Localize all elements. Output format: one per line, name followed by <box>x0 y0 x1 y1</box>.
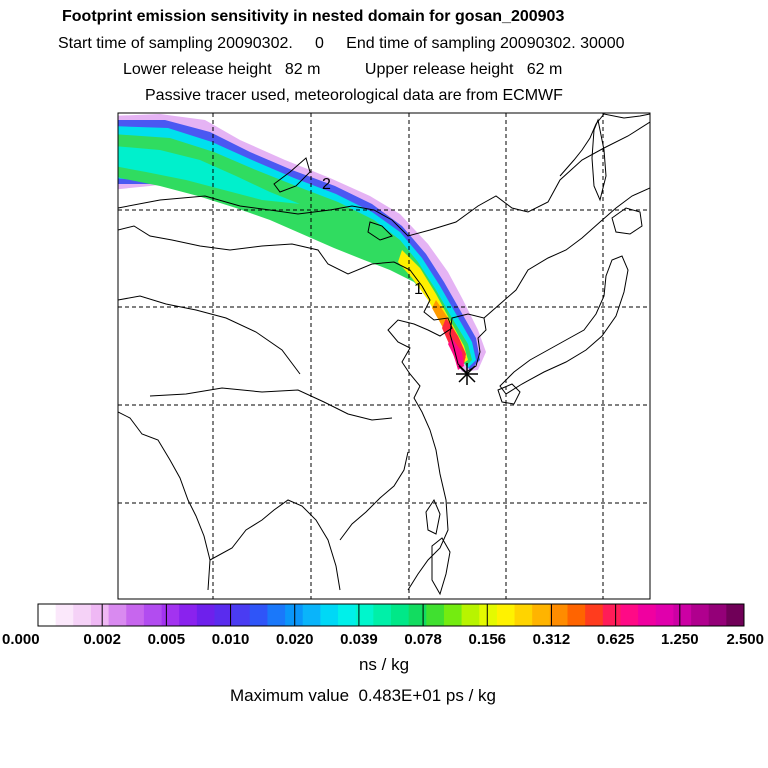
colorbar-cell <box>655 604 674 626</box>
colorbar-cell <box>179 604 198 626</box>
colorbar-tick-label: 0.000 <box>2 631 40 648</box>
colorbar-tick-label: 0.039 <box>340 631 378 648</box>
plume-cyan-core <box>118 146 300 204</box>
colorbar-unit: ns / kg <box>358 655 410 674</box>
colorbar-cell <box>285 604 304 626</box>
colorbar-cell <box>232 604 251 626</box>
colorbar-tick-label: 1.250 <box>661 631 699 648</box>
colorbar-cell <box>479 604 498 626</box>
colorbar-cell <box>55 604 74 626</box>
colorbar-cell <box>196 604 215 626</box>
coastline-okhotsk <box>559 113 650 177</box>
colorbar-cell <box>373 604 392 626</box>
coastline-philippines <box>431 537 451 596</box>
colorbar-cell <box>249 604 268 626</box>
colorbar-cell <box>461 604 480 626</box>
colorbar-tick-label: 0.156 <box>468 631 506 648</box>
colorbar-cell <box>214 604 233 626</box>
colorbar-cell <box>126 604 145 626</box>
plume-green <box>118 134 472 366</box>
coastline-japan-kyushu <box>497 383 521 405</box>
colorbar-cell <box>708 604 727 626</box>
colorbar-cell <box>90 604 109 626</box>
colorbar-cell <box>585 604 604 626</box>
colorbar-cell <box>443 604 462 626</box>
colorbar-cell <box>673 604 692 626</box>
graticule <box>118 113 650 599</box>
coastlines <box>118 113 650 596</box>
colorbar-cell <box>355 604 374 626</box>
maximum-value: Maximum value 0.483E+01 ps / kg <box>230 686 496 705</box>
colorbar <box>37 603 745 627</box>
coastline-mongolia-border <box>118 121 650 237</box>
colorbar-tick-label: 0.625 <box>597 631 635 648</box>
coastline-japan-honshu <box>499 255 629 395</box>
colorbar-tick-label: 0.020 <box>276 631 314 648</box>
colorbar-cell <box>726 604 745 626</box>
colorbar-tick-label: 0.002 <box>83 631 121 648</box>
coastline-india <box>118 411 211 591</box>
colorbar-cell <box>38 604 57 626</box>
coastline-indochina <box>339 451 409 541</box>
plot-title: Footprint emission sensitivity in nested… <box>62 8 565 25</box>
colorbar-frame <box>37 603 745 627</box>
release-site-star <box>456 363 478 385</box>
colorbar-cell <box>73 604 92 626</box>
colorbar-cell <box>549 604 568 626</box>
colorbar-cell <box>108 604 127 626</box>
colorbar-cell <box>496 604 515 626</box>
colorbar-tick-label: 0.312 <box>533 631 571 648</box>
sampling-time-line: Start time of sampling 20090302. 0 End t… <box>58 35 625 52</box>
colorbar-cell <box>408 604 427 626</box>
coastline-china-west <box>118 225 423 287</box>
lake-baikal <box>273 157 311 193</box>
border-sw <box>149 387 393 421</box>
colorbar-tick-label: 0.005 <box>148 631 186 648</box>
colorbar-cell <box>602 604 621 626</box>
colorbar-tick-label: 2.500 <box>726 631 764 648</box>
trajectory-label-1: 1 <box>414 281 423 298</box>
colorbar-cell <box>320 604 339 626</box>
colorbar-cell <box>161 604 180 626</box>
colorbar-cell <box>514 604 533 626</box>
coastline-hokkaido <box>611 207 643 235</box>
trajectory-label-2: 2 <box>322 176 331 193</box>
coastline-taiwan <box>425 498 441 535</box>
footprint-plume <box>118 114 486 372</box>
release-height-line: Lower release height 82 m Upper release … <box>123 61 563 78</box>
colorbar-cell <box>391 604 410 626</box>
colorbar-cell <box>267 604 286 626</box>
colorbar-cell <box>567 604 586 626</box>
colorbar-cell <box>143 604 162 626</box>
coastline-bay <box>209 499 341 591</box>
colorbar-tick-label: 0.078 <box>404 631 442 648</box>
colorbar-cell <box>691 604 710 626</box>
colorbar-tick-label: 0.010 <box>212 631 250 648</box>
coastline-china-east <box>387 285 453 591</box>
coastline-korea <box>449 313 487 373</box>
colorbar-cell <box>338 604 357 626</box>
colorbar-cell <box>302 604 321 626</box>
border-kazakh <box>118 295 301 375</box>
tracer-info-line: Passive tracer used, meteorological data… <box>145 87 563 104</box>
colorbar-cell <box>638 604 657 626</box>
coastline-sakhalin <box>591 118 607 202</box>
colorbar-tick-labels: 0.000 0.002 0.005 0.010 0.020 0.039 0.078 0.156… <box>2 631 764 648</box>
colorbar-cell <box>620 604 639 626</box>
lake-small <box>367 221 393 241</box>
map-frame <box>117 112 651 600</box>
colorbar-cell <box>426 604 445 626</box>
colorbar-cell <box>532 604 551 626</box>
coastline-manchuria <box>483 187 650 319</box>
